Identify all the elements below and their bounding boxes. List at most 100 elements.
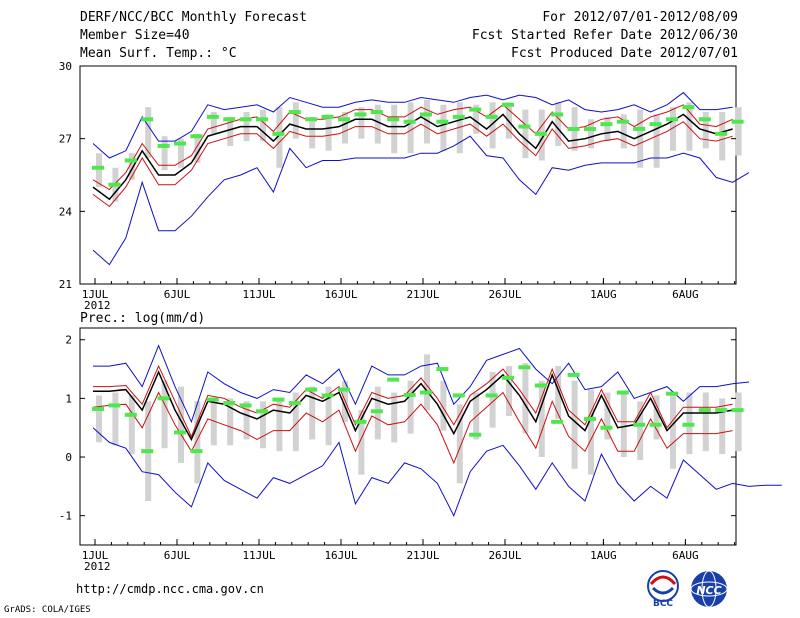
variable-label: Mean Surf. Temp.: °C bbox=[80, 46, 237, 61]
prec-observed-marker bbox=[239, 403, 252, 408]
temp-observed-marker bbox=[256, 117, 268, 122]
prec-spread-bar bbox=[260, 401, 266, 449]
ncc-logo: NCC bbox=[690, 570, 728, 608]
prec-observed-marker bbox=[124, 412, 137, 417]
prec-observed-marker bbox=[600, 425, 613, 430]
temp-observed-marker bbox=[174, 141, 186, 146]
prec-observed-marker bbox=[551, 419, 564, 424]
temp-min-line bbox=[92, 135, 750, 266]
prec-spread-bar bbox=[112, 392, 119, 446]
prec-panel-title: Prec.: log(mm/d) bbox=[80, 311, 205, 326]
temp-observed-marker bbox=[206, 114, 219, 119]
prec-observed-marker bbox=[698, 408, 711, 413]
temp-spread-bar bbox=[653, 114, 660, 168]
prec-observed-marker bbox=[321, 393, 334, 398]
prec-spread-bar bbox=[96, 395, 102, 443]
prec-spread-bar bbox=[276, 398, 283, 452]
prec-observed-marker bbox=[403, 392, 416, 397]
prec-observed-marker bbox=[452, 393, 465, 398]
temp-spread-bar bbox=[391, 104, 398, 154]
prec-ytick-label: 0 bbox=[65, 451, 72, 464]
fcst-produced-date: Fcst Produced Date 2012/07/01 bbox=[511, 46, 738, 61]
prec-observed-marker bbox=[518, 365, 531, 370]
temp-ytick-label: 27 bbox=[59, 133, 72, 146]
temp-spread-bar bbox=[358, 107, 365, 139]
prec-spread-bar bbox=[210, 398, 217, 446]
prec-observed-marker bbox=[682, 422, 695, 427]
prec-observed-marker bbox=[223, 401, 236, 406]
temp-observed-marker bbox=[633, 126, 646, 131]
prec-spread-bar bbox=[653, 395, 660, 440]
prec-observed-marker bbox=[174, 430, 186, 435]
temp-observed-marker bbox=[469, 107, 482, 112]
temp-observed-marker bbox=[649, 122, 662, 127]
temp-ytick-label: 30 bbox=[59, 60, 72, 73]
temp-spread-bar bbox=[374, 104, 381, 144]
prec-observed-marker bbox=[567, 372, 580, 377]
temp-spread-bar bbox=[686, 102, 693, 151]
temp-observed-marker bbox=[420, 112, 432, 117]
prec-xtick-label: 16JUL bbox=[324, 549, 357, 562]
prec-spread-bar bbox=[309, 386, 316, 440]
prec-observed-marker bbox=[387, 377, 400, 382]
temp-observed-marker bbox=[534, 131, 547, 136]
temp-observed-marker bbox=[141, 117, 154, 122]
temp-spread-bar bbox=[178, 138, 184, 168]
temp-observed-marker bbox=[731, 119, 744, 124]
temp-spread-bar bbox=[489, 102, 496, 149]
prec-observed-marker bbox=[206, 397, 219, 402]
temp-spread-bar bbox=[145, 107, 152, 159]
temp-spread-bar bbox=[194, 133, 201, 163]
prec-observed-marker bbox=[584, 416, 596, 421]
prec-observed-marker bbox=[256, 409, 268, 414]
prec-observed-marker bbox=[141, 449, 154, 454]
temp-observed-marker bbox=[157, 143, 170, 148]
temp-spread-bar bbox=[719, 112, 726, 161]
prec-observed-marker bbox=[92, 406, 104, 411]
fcst-started-date: Fcst Started Refer Date 2012/06/30 bbox=[471, 28, 738, 43]
prec-spread-bar bbox=[161, 380, 168, 449]
source-url[interactable]: http://cmdp.ncc.cma.gov.cn bbox=[76, 582, 264, 596]
chart-title: DERF/NCC/BCC Monthly Forecast bbox=[80, 10, 307, 25]
prec-spread-bar bbox=[670, 392, 676, 469]
temp-spread-bar bbox=[440, 104, 447, 151]
temp-observed-marker bbox=[616, 119, 629, 124]
temp-max-line bbox=[92, 91, 733, 159]
temp-observed-marker bbox=[190, 134, 203, 139]
temp-spread-bar bbox=[588, 119, 594, 149]
temp-spread-bar bbox=[604, 116, 611, 142]
ncc-logo-text: NCC bbox=[696, 584, 721, 597]
temp-ytick-label: 24 bbox=[59, 205, 73, 218]
prec-spread-bar bbox=[620, 392, 627, 458]
prec-observed-marker bbox=[649, 422, 662, 427]
temp-observed-marker bbox=[370, 110, 383, 115]
temp-observed-marker bbox=[666, 117, 678, 122]
prec-observed-marker bbox=[436, 367, 449, 372]
prec-spread-bar bbox=[637, 401, 644, 460]
temp-observed-marker bbox=[338, 117, 350, 122]
temp-spread-bar bbox=[276, 107, 283, 168]
prec-xtick-label: 6AUG bbox=[672, 549, 699, 562]
prec-xtick-label: 1AUG bbox=[590, 549, 617, 562]
prec-observed-marker bbox=[715, 408, 728, 413]
prec-spread-bar bbox=[456, 404, 463, 484]
prec-spread-bar bbox=[555, 366, 562, 419]
temp-observed-marker bbox=[354, 112, 367, 117]
temp-observed-marker bbox=[124, 158, 137, 163]
prec-observed-marker bbox=[338, 387, 350, 392]
prec-spread-bar bbox=[719, 398, 726, 455]
temp-observed-marker bbox=[305, 117, 318, 122]
temp-spread-bar bbox=[735, 107, 742, 156]
temp-xtick-label: 11JUL bbox=[242, 288, 275, 301]
temp-xtick-label: 6JUL bbox=[164, 288, 191, 301]
prec-spread-bar bbox=[588, 389, 594, 475]
prec-observed-marker bbox=[370, 409, 383, 414]
prec-lower-line bbox=[92, 391, 733, 465]
prec-spread-bar bbox=[489, 371, 496, 428]
temp-observed-marker bbox=[239, 117, 252, 122]
prec-spread-bar bbox=[194, 401, 201, 484]
prec-xtick-label: 1JUL bbox=[82, 549, 109, 562]
temp-lower-line bbox=[92, 121, 733, 208]
prec-observed-marker bbox=[534, 383, 547, 388]
